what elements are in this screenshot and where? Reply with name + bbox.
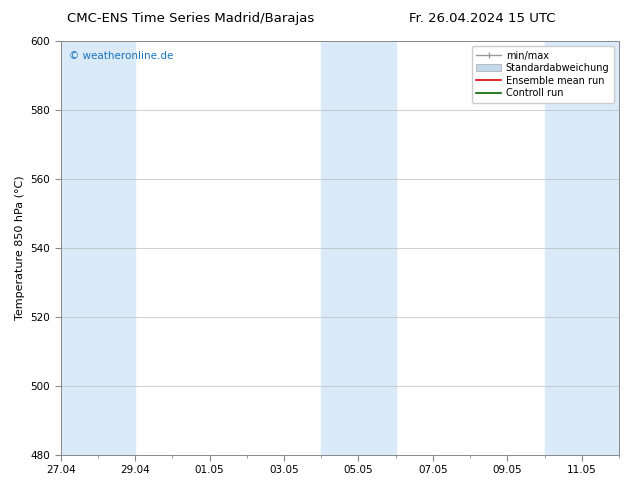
Bar [321, 41, 396, 455]
Text: © weatheronline.de: © weatheronline.de [69, 51, 174, 61]
Text: CMC-ENS Time Series Madrid/Barajas: CMC-ENS Time Series Madrid/Barajas [67, 12, 314, 25]
Bar [545, 41, 619, 455]
Y-axis label: Temperature 850 hPa (°C): Temperature 850 hPa (°C) [15, 175, 25, 320]
Text: Fr. 26.04.2024 15 UTC: Fr. 26.04.2024 15 UTC [408, 12, 555, 25]
Bar [61, 41, 135, 455]
Legend: min/max, Standardabweichung, Ensemble mean run, Controll run: min/max, Standardabweichung, Ensemble me… [472, 46, 614, 103]
